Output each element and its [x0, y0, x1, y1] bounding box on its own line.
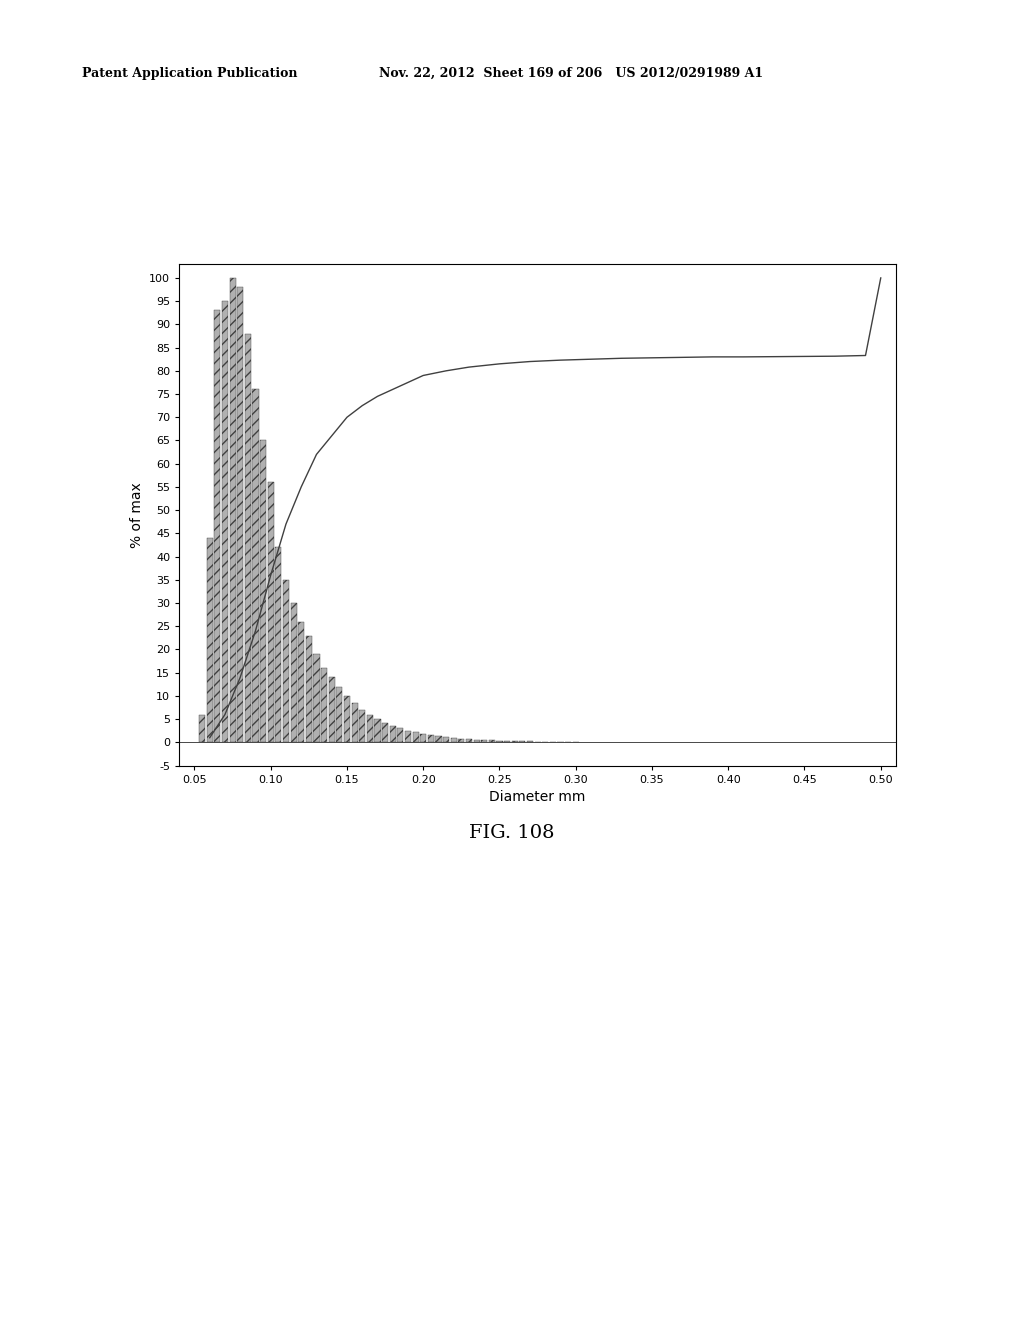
Bar: [359, 710, 366, 742]
Y-axis label: % of max: % of max: [130, 482, 143, 548]
Bar: [245, 334, 251, 742]
Bar: [222, 301, 228, 742]
Bar: [344, 696, 350, 742]
Bar: [260, 441, 266, 742]
Bar: [298, 622, 304, 742]
Bar: [351, 704, 357, 742]
Bar: [435, 737, 441, 742]
Bar: [375, 719, 381, 742]
Bar: [267, 482, 273, 742]
Bar: [473, 739, 479, 742]
Bar: [443, 738, 450, 742]
Bar: [207, 539, 213, 742]
Bar: [497, 741, 503, 742]
Bar: [336, 686, 342, 742]
Bar: [306, 635, 312, 742]
Bar: [512, 741, 518, 742]
Bar: [459, 739, 465, 742]
X-axis label: Diameter mm: Diameter mm: [489, 791, 586, 804]
Bar: [238, 288, 244, 742]
Bar: [404, 731, 411, 742]
Bar: [481, 741, 487, 742]
Text: Patent Application Publication: Patent Application Publication: [82, 66, 297, 79]
Text: FIG. 108: FIG. 108: [469, 824, 555, 842]
Bar: [275, 548, 282, 742]
Bar: [229, 279, 236, 742]
Bar: [390, 726, 395, 742]
Bar: [313, 655, 319, 742]
Bar: [451, 738, 457, 742]
Bar: [367, 714, 373, 742]
Bar: [428, 735, 434, 742]
Bar: [382, 723, 388, 742]
Bar: [504, 741, 510, 742]
Bar: [413, 733, 419, 742]
Bar: [397, 729, 403, 742]
Bar: [252, 389, 258, 742]
Bar: [420, 734, 426, 742]
Bar: [322, 668, 327, 742]
Bar: [283, 579, 289, 742]
Bar: [199, 714, 205, 742]
Bar: [488, 741, 495, 742]
Bar: [329, 677, 335, 742]
Bar: [214, 310, 220, 742]
Bar: [291, 603, 297, 742]
Bar: [466, 739, 472, 742]
Text: Nov. 22, 2012  Sheet 169 of 206   US 2012/0291989 A1: Nov. 22, 2012 Sheet 169 of 206 US 2012/0…: [379, 66, 763, 79]
